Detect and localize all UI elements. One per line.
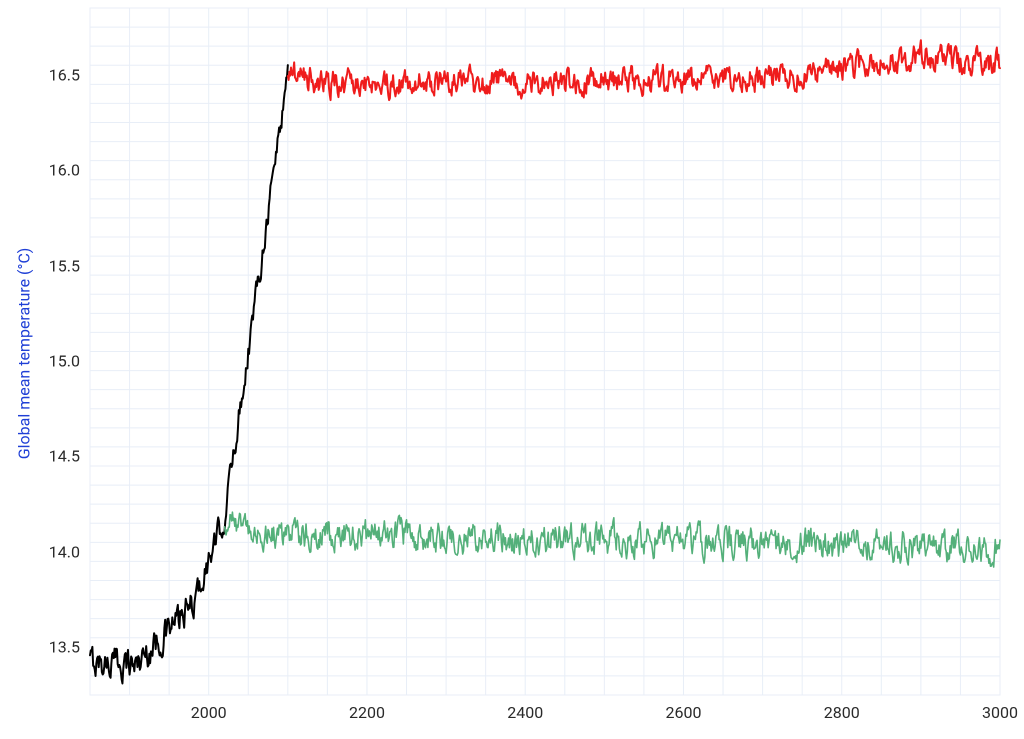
- y-tick-label: 13.5: [49, 638, 80, 657]
- x-tick-label: 2600: [665, 703, 701, 722]
- x-tick-label: 2400: [507, 703, 543, 722]
- y-tick-label: 16.0: [49, 161, 80, 180]
- chart-svg: [0, 0, 1024, 739]
- y-tick-label: 14.5: [49, 447, 80, 466]
- y-tick-label: 16.5: [49, 65, 80, 84]
- y-tick-label: 15.0: [49, 352, 80, 371]
- x-tick-label: 2000: [191, 703, 227, 722]
- y-axis-label: Global mean temperature (°C): [15, 223, 34, 483]
- x-tick-label: 2200: [349, 703, 385, 722]
- temperature-chart: 2000 2200 2400 2600 2800 3000 13.5 14.0 14.5 15.0…: [0, 0, 1024, 739]
- y-tick-label: 14.0: [49, 542, 80, 561]
- x-tick-label: 3000: [982, 703, 1018, 722]
- x-tick-label: 2800: [824, 703, 860, 722]
- y-tick-label: 15.5: [49, 256, 80, 275]
